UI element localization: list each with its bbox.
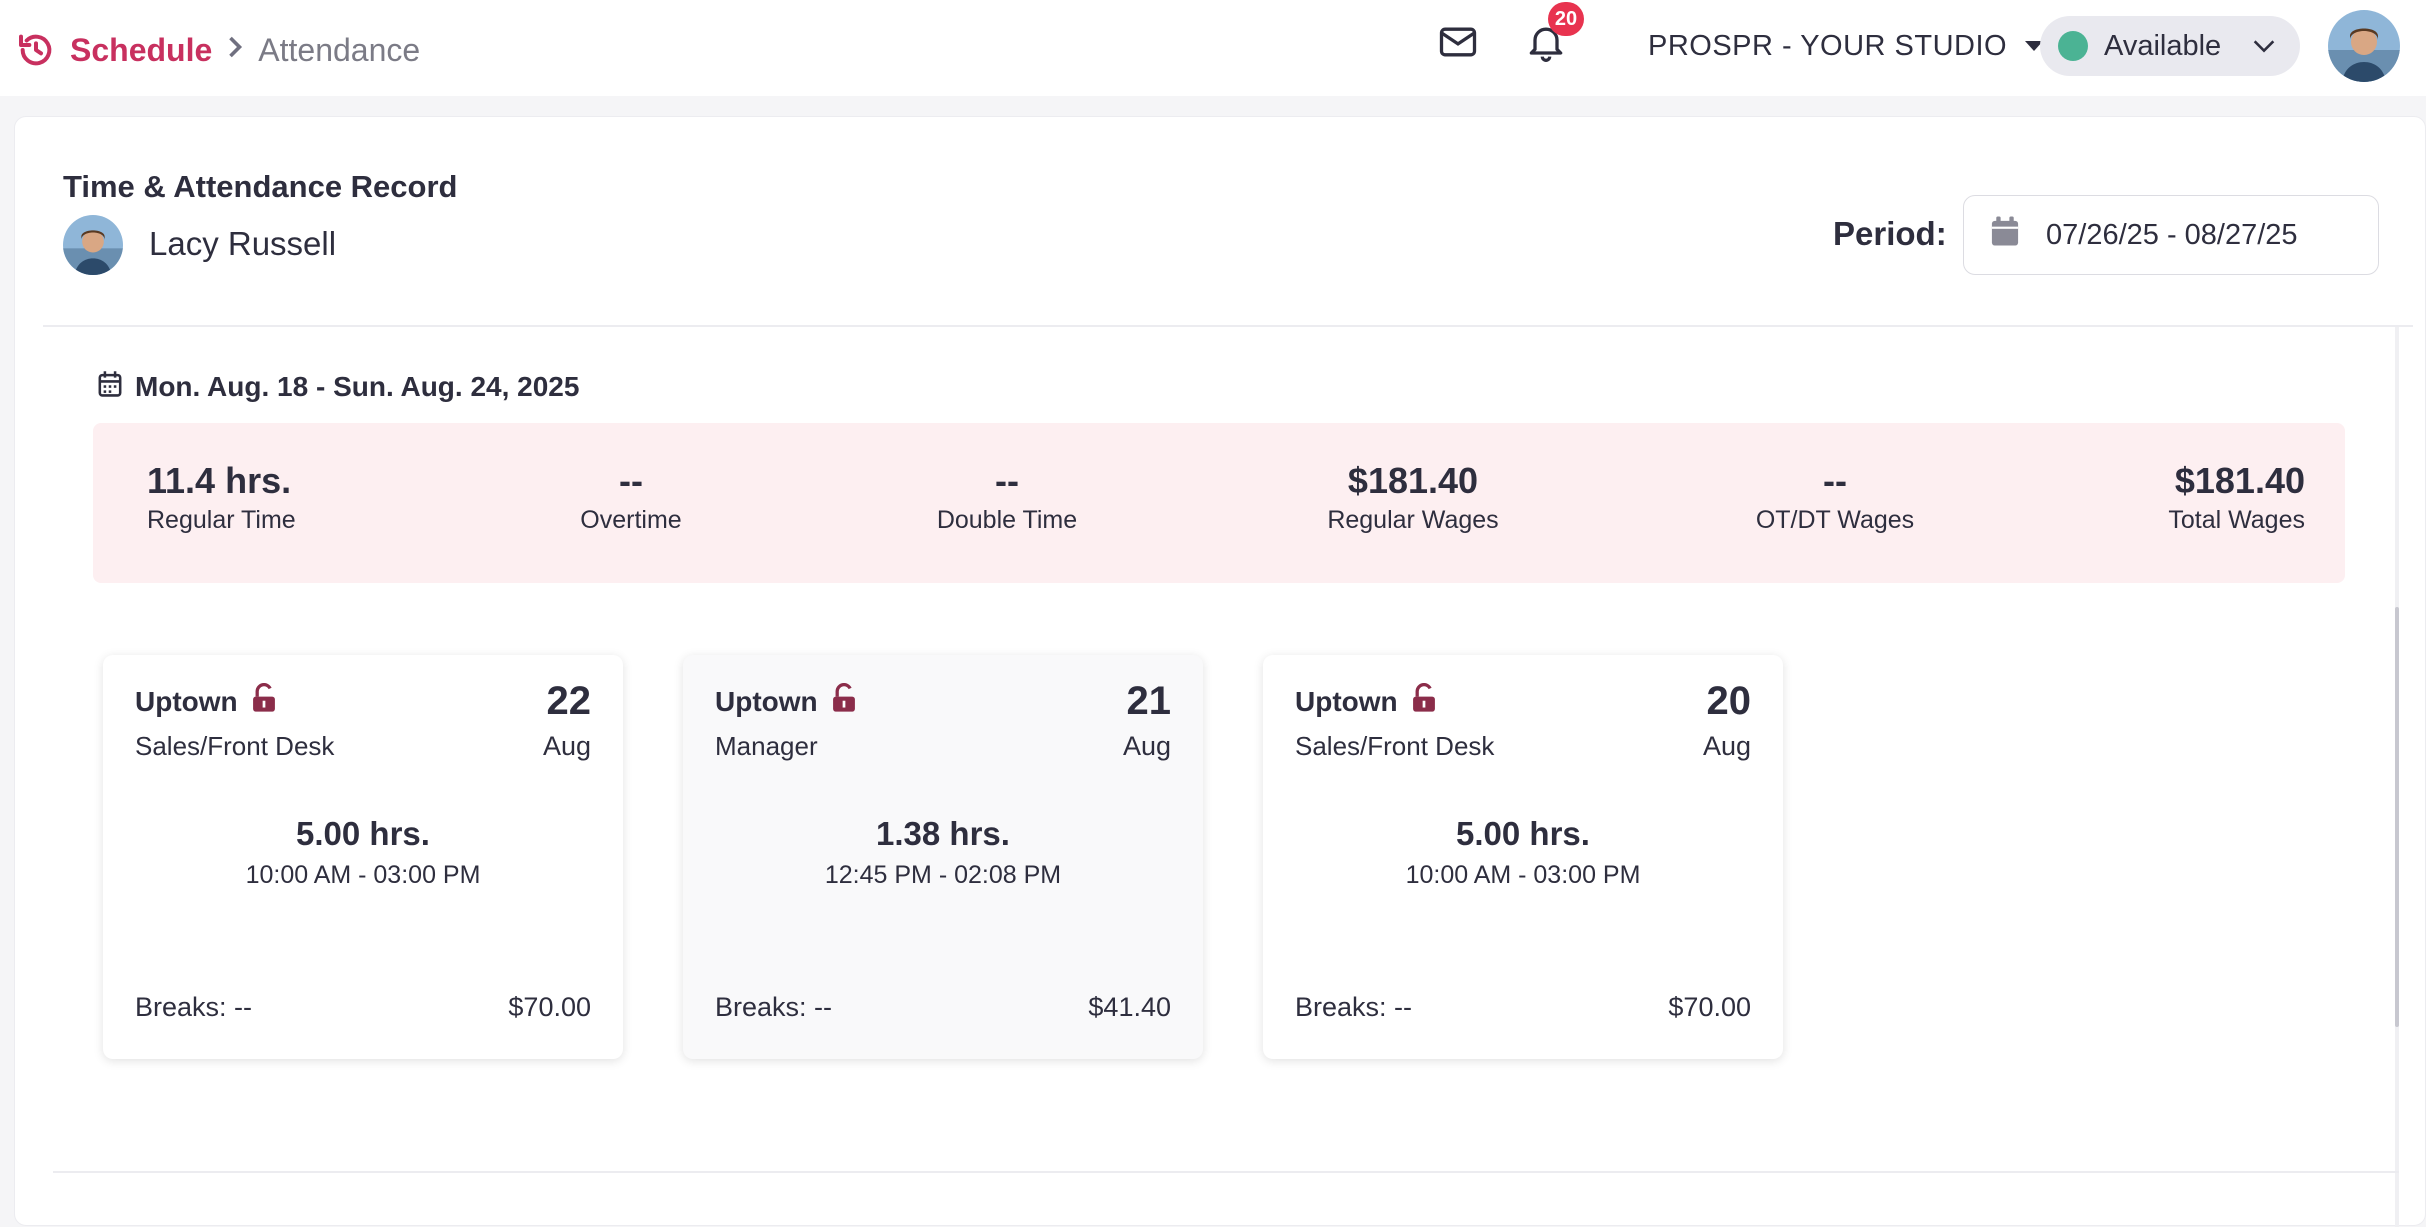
attendance-card: Time & Attendance Record Lacy Russell Pe… [14, 116, 2426, 1227]
shift-breaks: Breaks: -- [1295, 992, 1413, 1022]
week-range-label: Mon. Aug. 18 - Sun. Aug. 24, 2025 [135, 371, 580, 402]
shift-location-label: Uptown [1295, 685, 1398, 717]
summary-label: OT/DT Wages [1755, 506, 1915, 534]
chevron-right-icon [226, 33, 244, 67]
shift-day: 20 [1706, 679, 1752, 723]
shift-month: Aug [1702, 731, 1751, 761]
breadcrumb: Schedule Attendance [16, 26, 420, 74]
user-avatar[interactable] [2328, 10, 2400, 82]
shift-day: 22 [546, 679, 592, 723]
shift-hours: 5.00 hrs. [296, 815, 430, 852]
shift-location: Uptown [715, 682, 858, 720]
employee-name: Lacy Russell [149, 225, 337, 262]
status-label: Available [2104, 29, 2222, 62]
shift-hours: 5.00 hrs. [1456, 815, 1590, 852]
summary-value: -- [1823, 460, 1847, 501]
summary-label: Regular Wages [1327, 506, 1499, 534]
shift-breaks: Breaks: -- [135, 992, 253, 1022]
summary-value: -- [619, 460, 643, 501]
shift-amount: $70.00 [1668, 992, 1751, 1022]
unlock-icon [250, 682, 278, 720]
unlock-icon [1410, 682, 1438, 720]
period-value: 07/26/25 - 08/27/25 [2046, 218, 2298, 251]
calendar-week-icon [97, 370, 123, 405]
mail-icon[interactable] [1436, 20, 1480, 64]
shift-breaks: Breaks: -- [715, 992, 833, 1022]
shift-times: 12:45 PM - 02:08 PM [824, 861, 1062, 889]
shift-card[interactable]: Uptown Sales/Front Desk 22 Aug 5.00 hrs.… [103, 655, 623, 1059]
week-summary: 11.4 hrs. Regular Time -- Overtime -- Do… [93, 423, 2345, 583]
status-dot [2058, 31, 2088, 61]
employee-avatar [63, 215, 123, 275]
shift-amount: $41.40 [1088, 992, 1171, 1022]
summary-label: Overtime [580, 506, 682, 534]
shift-month: Aug [542, 731, 591, 761]
caret-down-icon [2025, 41, 2044, 51]
shift-role: Sales/Front Desk [1295, 731, 1495, 761]
shift-location-label: Uptown [135, 685, 238, 717]
shift-role: Manager [715, 731, 818, 761]
summary-regular-wages: $181.40 Regular Wages [1293, 459, 1533, 537]
shift-card[interactable]: Uptown Sales/Front Desk 20 Aug 5.00 hrs.… [1263, 655, 1783, 1059]
shift-times: 10:00 AM - 03:00 PM [245, 861, 481, 889]
summary-total-wages: $181.40 Total Wages [2168, 459, 2305, 537]
shift-location: Uptown [1295, 682, 1438, 720]
availability-dropdown[interactable]: Available [2040, 16, 2300, 76]
shift-times: 10:00 AM - 03:00 PM [1405, 861, 1641, 889]
shift-month: Aug [1122, 731, 1171, 761]
summary-double-time: -- Double Time [897, 459, 1117, 537]
studio-selector[interactable]: PROSPR - YOUR STUDIO [1648, 24, 2044, 68]
summary-value: $181.40 [2174, 460, 2305, 501]
period-label: Period: [1833, 215, 1947, 252]
shift-card[interactable]: Uptown Manager 21 Aug 1.38 hrs. 12:45 PM… [683, 655, 1203, 1059]
record-title: Time & Attendance Record [63, 169, 458, 204]
top-bar: Schedule Attendance 20 PROSPR - YOUR STU… [0, 0, 2426, 96]
shift-hours: 1.38 hrs. [876, 815, 1010, 852]
shift-location: Uptown [135, 682, 278, 720]
shift-role: Sales/Front Desk [135, 731, 335, 761]
breadcrumb-schedule-link[interactable]: Schedule [70, 31, 213, 68]
breadcrumb-current: Attendance [258, 31, 421, 68]
studio-name: PROSPR - YOUR STUDIO [1648, 29, 2008, 62]
summary-otdt-wages: -- OT/DT Wages [1715, 459, 1955, 537]
shift-location-label: Uptown [715, 685, 818, 717]
divider [43, 325, 2413, 327]
summary-label: Regular Time [147, 506, 296, 534]
history-icon[interactable] [16, 30, 56, 70]
summary-value: $181.40 [1347, 460, 1479, 501]
summary-label: Double Time [936, 506, 1078, 534]
summary-value: -- [995, 460, 1019, 501]
scrollbar-thumb[interactable] [2395, 607, 2399, 1027]
chevron-down-icon [2250, 32, 2278, 60]
summary-overtime: -- Overtime [531, 459, 731, 537]
shift-amount: $70.00 [508, 992, 591, 1022]
summary-label: Total Wages [2168, 506, 2305, 534]
summary-value: 11.4 hrs. [147, 460, 292, 501]
calendar-icon [1990, 215, 2020, 255]
period-picker[interactable]: 07/26/25 - 08/27/25 [1963, 195, 2379, 275]
week-range: Mon. Aug. 18 - Sun. Aug. 24, 2025 [97, 367, 579, 407]
bell-icon[interactable] [1524, 20, 1568, 64]
shift-day: 21 [1126, 679, 1172, 723]
divider [53, 1171, 2399, 1173]
summary-regular-time: 11.4 hrs. Regular Time [147, 459, 296, 537]
unlock-icon [830, 682, 858, 720]
notification-badge[interactable]: 20 [1548, 2, 1584, 36]
